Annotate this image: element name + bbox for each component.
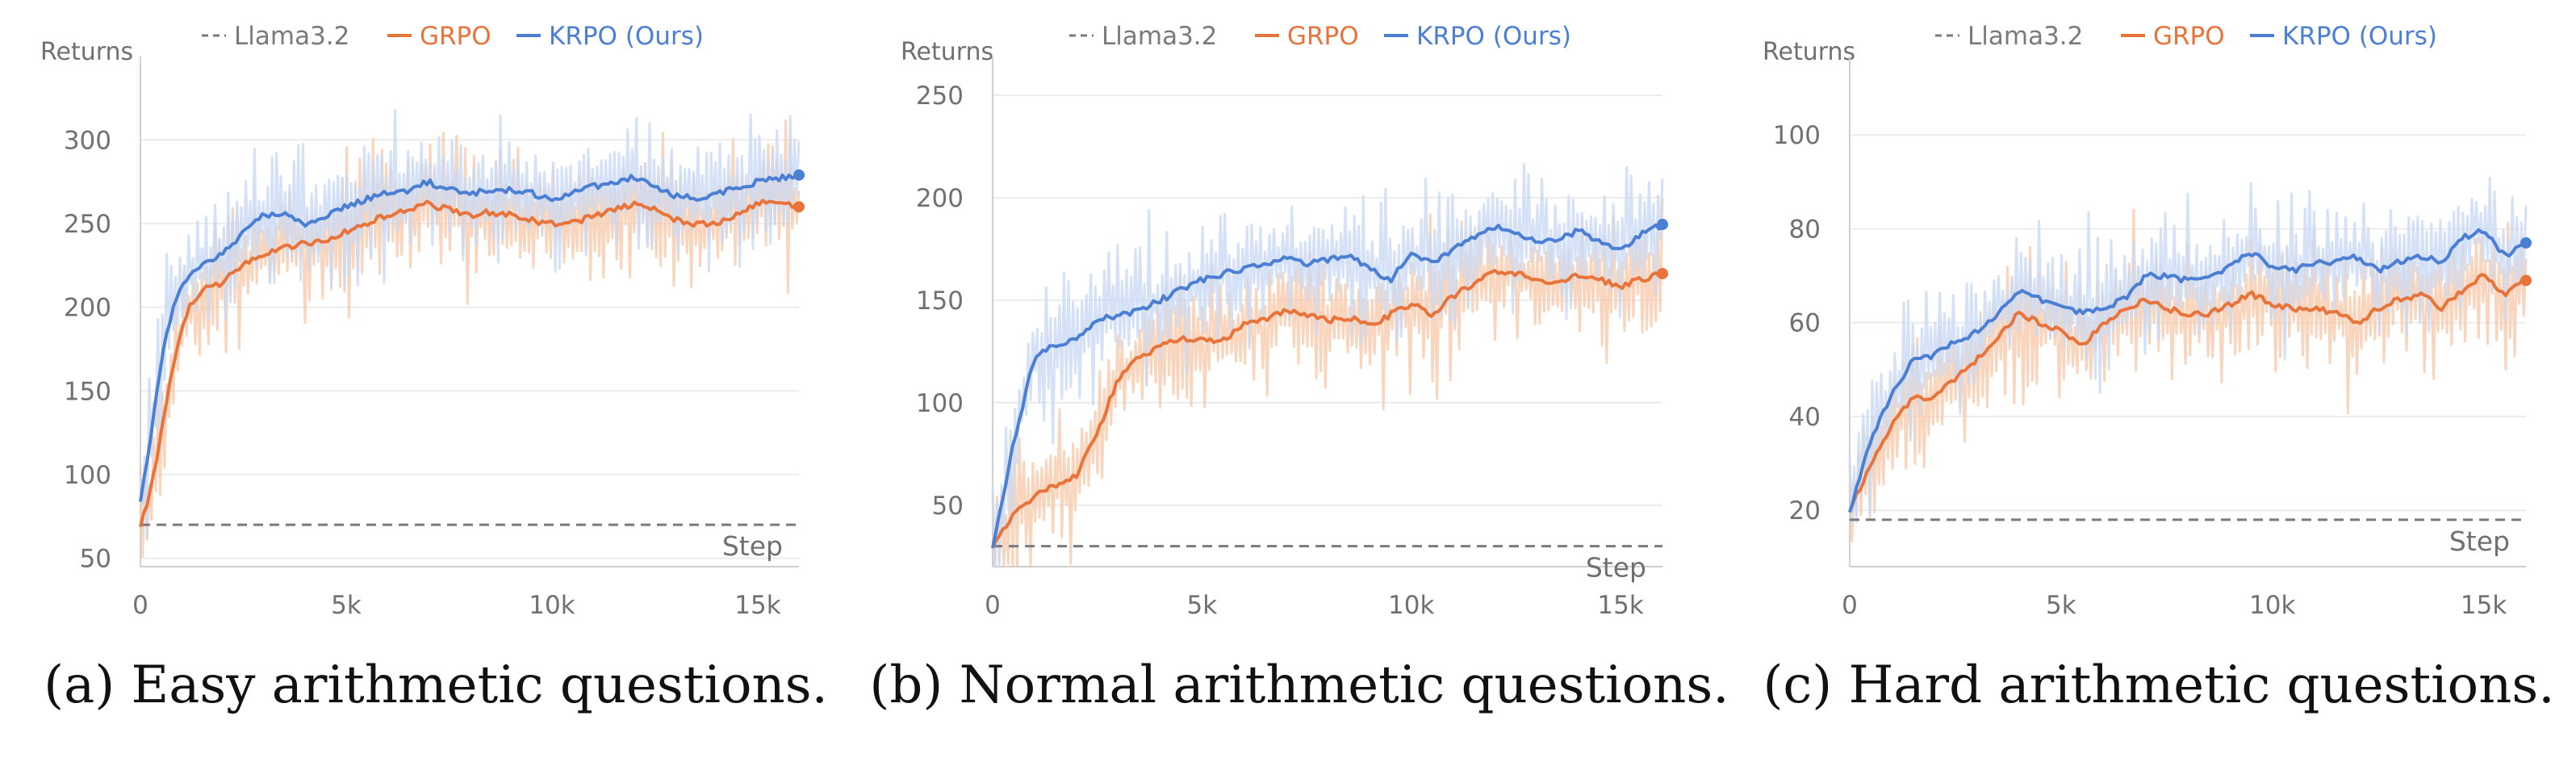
y-axis-label: Returns [40, 38, 133, 66]
x-tick-label: 5k [2046, 591, 2076, 620]
y-tick-label: 300 [64, 126, 111, 155]
y-tick-label: 200 [916, 184, 964, 213]
x-tick-label: 10k [529, 591, 575, 620]
y-tick-label: 250 [64, 210, 111, 239]
legend-grpo-label: GRPO [1287, 22, 1359, 51]
series-grpo-line [1848, 273, 2528, 513]
series-krpo-noise-band [139, 109, 801, 539]
series-grpo-end-point [2520, 274, 2532, 287]
legend-grpo-label: GRPO [420, 22, 491, 51]
series-grpo-end-point [793, 201, 805, 213]
legend-grpo-label: GRPO [2153, 22, 2225, 51]
series-krpo-line [991, 223, 1664, 549]
y-tick-label: 60 [1789, 309, 1821, 338]
y-tick-label: 100 [916, 389, 964, 418]
series-krpo-line [139, 172, 801, 502]
series-krpo-noise-band [1848, 176, 2528, 523]
x-tick-label: 5k [1187, 591, 1218, 620]
series-grpo-line [139, 199, 801, 528]
chart-panel-a: Llama3.2 GRPO KRPO (Ours) Returns 50 100 150 20… [40, 22, 828, 715]
y-tick-label: 40 [1789, 403, 1821, 432]
legend: Llama3.2 GRPO KRPO (Ours) [202, 22, 704, 51]
y-axis-label: Returns [1763, 38, 1855, 66]
x-tick-label: 10k [1388, 591, 1434, 620]
x-tick-label: 0 [985, 591, 1001, 620]
y-tick-label: 150 [916, 287, 964, 316]
y-tick-label: 250 [916, 82, 964, 111]
y-tick-label: 50 [80, 545, 111, 574]
series-krpo-end-point [1657, 219, 1668, 231]
series-krpo-line [1848, 228, 2528, 513]
x-tick-label: 0 [132, 591, 148, 620]
legend-krpo-label: KRPO (Ours) [1416, 22, 1571, 51]
chart-caption: (b) Normal arithmetic questions. [869, 655, 1729, 715]
y-tick-label: 50 [932, 492, 964, 521]
y-tick-label: 80 [1789, 215, 1821, 244]
series-grpo-end-point [1657, 267, 1668, 279]
legend-krpo-label: KRPO (Ours) [549, 22, 704, 51]
series-grpo-line [991, 269, 1664, 549]
chart-panel-c: Llama3.2 GRPO KRPO (Ours) Returns 20 40 60 80 10… [1763, 22, 2555, 715]
legend: Llama3.2 GRPO KRPO (Ours) [1069, 22, 1571, 51]
y-tick-label: 100 [1773, 121, 1821, 150]
y-tick-label: 200 [64, 294, 111, 323]
chart-panel-b: Llama3.2 GRPO KRPO (Ours) Returns 50 100 150 20… [869, 22, 1729, 715]
y-axis-label: Returns [901, 38, 993, 66]
x-axis-label: Step [722, 530, 783, 562]
legend-baseline-label: Llama3.2 [234, 22, 349, 51]
series-krpo-noise-band [991, 163, 1664, 568]
x-tick-label: 15k [2461, 591, 2507, 620]
x-tick-label: 15k [1597, 591, 1643, 620]
legend-krpo-label: KRPO (Ours) [2282, 22, 2437, 51]
x-tick-label: 10k [2249, 591, 2295, 620]
chart-caption: (c) Hard arithmetic questions. [1763, 655, 2554, 715]
legend-baseline-label: Llama3.2 [1102, 22, 1217, 51]
x-tick-label: 5k [331, 591, 362, 620]
y-tick-label: 150 [64, 377, 111, 406]
series-krpo-end-point [2520, 237, 2532, 249]
chart-caption: (a) Easy arithmetic questions. [44, 655, 828, 715]
y-tick-label: 20 [1789, 496, 1821, 525]
x-tick-label: 15k [734, 591, 780, 620]
x-axis-label: Step [2449, 525, 2510, 557]
x-tick-label: 0 [1842, 591, 1858, 620]
legend-baseline-label: Llama3.2 [1968, 22, 2083, 51]
x-axis-label: Step [1586, 552, 1646, 584]
y-tick-label: 100 [64, 461, 111, 490]
legend: Llama3.2 GRPO KRPO (Ours) [1935, 22, 2437, 51]
series-krpo-end-point [793, 169, 805, 181]
